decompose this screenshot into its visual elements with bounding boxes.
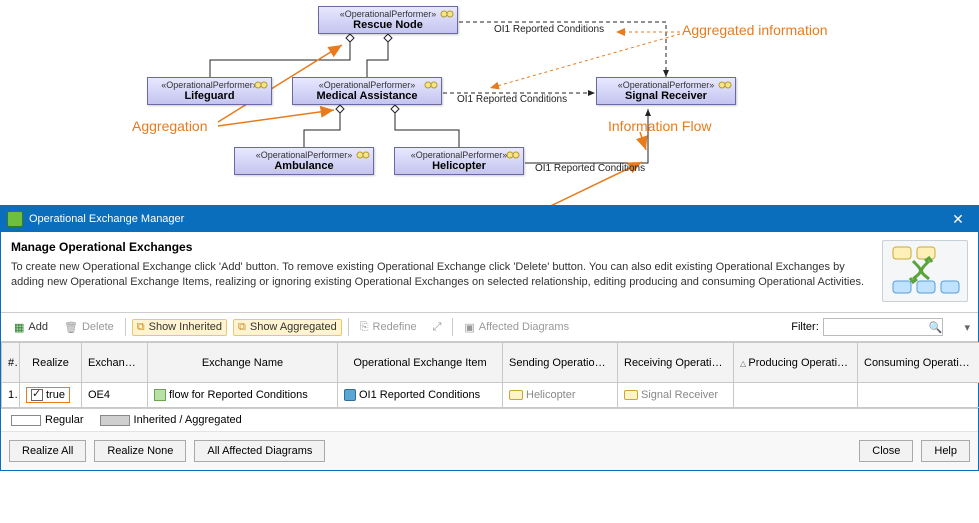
separator	[125, 318, 126, 336]
realize-checkbox[interactable]	[31, 389, 43, 401]
node-label: Medical Assistance	[299, 90, 435, 102]
node-label: Rescue Node	[325, 19, 451, 31]
titlebar[interactable]: Operational Exchange Manager ✕	[1, 206, 978, 232]
close-icon[interactable]: ✕	[944, 209, 972, 229]
add-icon: ▦	[14, 321, 24, 334]
col-exchange-name[interactable]: Exchange Name	[148, 343, 338, 383]
operational-exchange-manager-dialog: Operational Exchange Manager ✕ Manage Op…	[0, 205, 979, 471]
node-rescue[interactable]: «OperationalPerformer» Rescue Node	[318, 6, 458, 34]
col-realize[interactable]: Realize	[20, 343, 82, 383]
node-label: Helicopter	[401, 160, 517, 172]
node-medical-assistance[interactable]: «OperationalPerformer» Medical Assistanc…	[292, 77, 442, 105]
header-thumbnail	[882, 240, 968, 302]
redefine-button[interactable]: ⎘Redefine	[355, 319, 422, 336]
col-receiving-agent[interactable]: Receiving Operational Agent	[618, 343, 734, 383]
node-ambulance[interactable]: «OperationalPerformer» Ambulance	[234, 147, 374, 175]
show-aggregated-toggle[interactable]: ⧉Show Aggregated	[233, 319, 342, 336]
col-producing-activity[interactable]: △ Producing Operational Activity	[734, 343, 858, 383]
table-row[interactable]: 1 true OE4 flow for Reported Conditions …	[2, 383, 979, 408]
help-button[interactable]: Help	[921, 440, 970, 462]
annotation-information-flow: Information Flow	[608, 118, 711, 134]
toolbar: ▦Add 🗑Delete ⧉Show Inherited ⧉Show Aggre…	[1, 313, 978, 342]
expand-button[interactable]: ⤢	[428, 319, 447, 336]
legend: Regular Inherited / Aggregated	[1, 408, 978, 431]
dialog-header: Manage Operational Exchanges To create n…	[1, 232, 978, 313]
col-exchange-id[interactable]: Exchange ID	[82, 343, 148, 383]
diagram-canvas: «OperationalPerformer» Rescue Node «Oper…	[0, 0, 979, 205]
edge-label: OI1 Reported Conditions	[494, 24, 604, 35]
cell-exchange-name[interactable]: flow for Reported Conditions	[148, 383, 338, 408]
all-affected-diagrams-button[interactable]: All Affected Diagrams	[194, 440, 325, 462]
inherited-icon: ⧉	[137, 321, 145, 334]
redefine-icon: ⎘	[360, 321, 369, 334]
node-label: Ambulance	[241, 160, 367, 172]
stereotype: «OperationalPerformer»	[299, 80, 435, 90]
expand-icon: ⤢	[433, 321, 442, 334]
app-icon	[7, 211, 23, 227]
node-label: Lifeguard	[154, 90, 265, 102]
performer-icon	[440, 9, 454, 19]
legend-inherited: Inherited / Aggregated	[134, 414, 242, 426]
cell-sender[interactable]: Helicopter	[503, 383, 618, 408]
exchanges-table: # Realize Exchange ID Exchange Name Oper…	[1, 342, 979, 408]
cell-consuming[interactable]	[858, 383, 979, 408]
agent-icon	[509, 390, 523, 400]
stereotype: «OperationalPerformer»	[603, 80, 729, 90]
flow-icon	[154, 389, 166, 401]
header-title: Manage Operational Exchanges	[11, 240, 872, 254]
header-description: To create new Operational Exchange click…	[11, 260, 872, 290]
agent-icon	[624, 390, 638, 400]
node-lifeguard[interactable]: «OperationalPerformer» Lifeguard	[147, 77, 272, 105]
affected-diagrams-button[interactable]: ▣Affected Diagrams	[459, 319, 574, 336]
annotation-aggregation: Aggregation	[132, 118, 208, 134]
search-icon: 🔍	[929, 321, 943, 334]
add-button[interactable]: ▦Add	[9, 319, 53, 336]
realize-none-button[interactable]: Realize None	[94, 440, 186, 462]
separator	[452, 318, 453, 336]
dialog-footer: Realize All Realize None All Affected Di…	[1, 431, 978, 470]
close-button[interactable]: Close	[859, 440, 913, 462]
delete-button[interactable]: 🗑Delete	[59, 319, 119, 336]
performer-icon	[718, 80, 732, 90]
cell-receiver[interactable]: Signal Receiver	[618, 383, 734, 408]
legend-regular: Regular	[45, 414, 84, 426]
annotation-aggregated-info: Aggregated information	[682, 22, 828, 38]
performer-icon	[356, 150, 370, 160]
window-title: Operational Exchange Manager	[29, 213, 184, 225]
delete-icon: 🗑	[64, 321, 78, 334]
realize-all-button[interactable]: Realize All	[9, 440, 86, 462]
aggregated-icon: ⧉	[238, 321, 246, 334]
cell-exchange-id[interactable]: OE4	[82, 383, 148, 408]
info-icon	[344, 389, 356, 401]
diagram-icon: ▣	[464, 321, 474, 334]
cell-num: 1	[2, 383, 20, 408]
col-num[interactable]: #	[2, 343, 20, 383]
swatch-inherited	[100, 415, 130, 426]
edge-label: OI1 Reported Conditions	[457, 94, 567, 105]
node-label: Signal Receiver	[603, 90, 729, 102]
show-inherited-toggle[interactable]: ⧉Show Inherited	[132, 319, 227, 336]
stereotype: «OperationalPerformer»	[401, 150, 517, 160]
col-sending-agent[interactable]: Sending Operational Agent	[503, 343, 618, 383]
node-signal-receiver[interactable]: «OperationalPerformer» Signal Receiver	[596, 77, 736, 105]
col-consuming-activity[interactable]: Consuming Operational Activity	[858, 343, 979, 383]
col-exchange-item[interactable]: Operational Exchange Item	[338, 343, 503, 383]
performer-icon	[424, 80, 438, 90]
stereotype: «OperationalPerformer»	[154, 80, 265, 90]
stereotype: «OperationalPerformer»	[325, 9, 451, 19]
cell-realize[interactable]: true	[20, 383, 82, 408]
performer-icon	[506, 150, 520, 160]
filter-dropdown-icon[interactable]: ▾	[964, 321, 970, 334]
swatch-regular	[11, 415, 41, 426]
filter-input[interactable]	[823, 318, 943, 336]
cell-exchange-item[interactable]: OI1 Reported Conditions	[338, 383, 503, 408]
cell-producing[interactable]	[734, 383, 858, 408]
filter-label: Filter:	[791, 321, 819, 333]
stereotype: «OperationalPerformer»	[241, 150, 367, 160]
node-helicopter[interactable]: «OperationalPerformer» Helicopter	[394, 147, 524, 175]
separator	[348, 318, 349, 336]
table-header-row: # Realize Exchange ID Exchange Name Oper…	[2, 343, 979, 383]
performer-icon	[254, 80, 268, 90]
edge-label: OI1 Reported Conditions	[535, 163, 645, 174]
